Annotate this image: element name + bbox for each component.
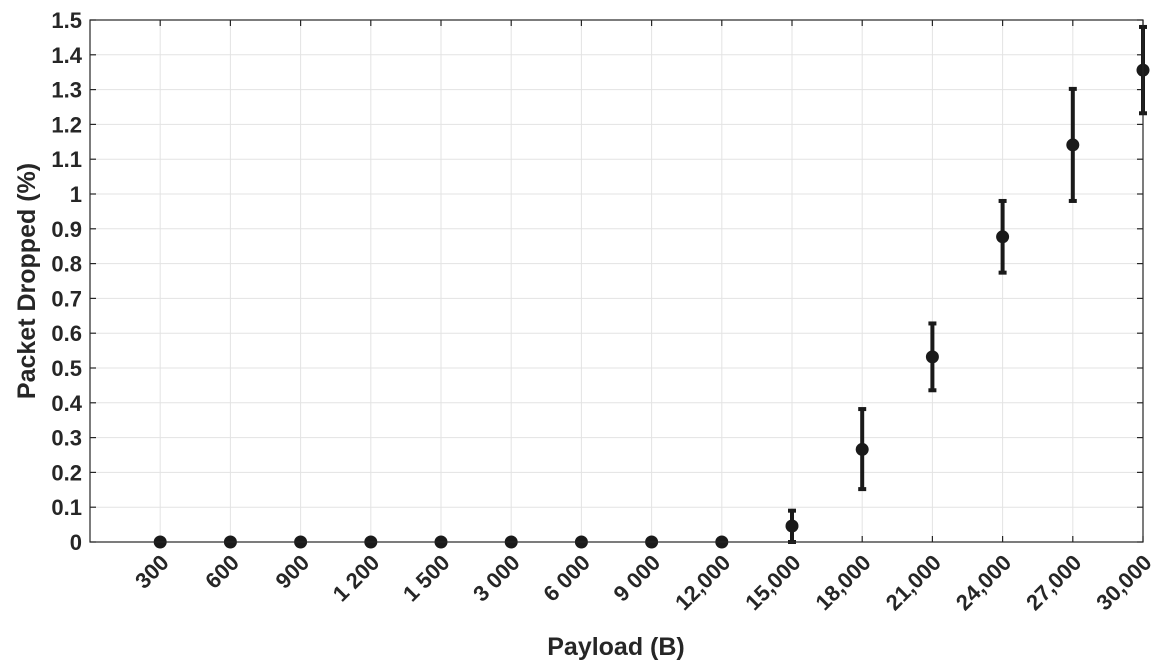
x-tick-label: 30,000 [1091,550,1156,615]
y-tick-label: 0.2 [51,460,82,485]
y-tick-label: 0.8 [51,252,82,277]
y-tick-label: 1.3 [51,78,82,103]
y-tick-label: 0.4 [51,391,82,416]
x-tick-label: 27,000 [1021,550,1086,615]
y-tick-label: 0.5 [51,356,82,381]
y-tick-label: 1.5 [51,8,82,33]
y-tick-label: 0.1 [51,495,82,520]
data-point [785,519,799,533]
x-tick-label: 18,000 [810,550,875,615]
x-tick-label: 1 500 [398,550,455,607]
y-tick-label: 1.2 [51,112,82,137]
y-tick-label: 0.6 [51,321,82,346]
plot-frame [89,19,1144,543]
data-point [925,350,939,364]
x-tick-label: 24,000 [951,550,1016,615]
y-tick-label: 0.3 [51,426,82,451]
y-tick-label: 1.1 [51,147,82,172]
y-tick-label: 0.7 [51,286,82,311]
y-tick-label: 0.9 [51,217,82,242]
x-axis-label: Payload (B) [547,633,685,661]
x-tick-label: 1 200 [328,550,385,607]
data-point [855,442,869,456]
y-tick-label: 0 [70,530,82,555]
x-tick-label: 9 000 [609,550,666,607]
y-tick-label: 1 [70,182,82,207]
grid [90,19,1144,543]
error-bars [788,24,1147,544]
x-tick-label: 300 [130,550,174,594]
y-axis-label: Packet Dropped (%) [13,163,41,399]
x-tick-label: 6 000 [538,550,595,607]
data-point [996,230,1010,244]
x-tick-label: 3 000 [468,550,525,607]
y-tick-label: 1.4 [51,43,82,68]
x-tick-label: 600 [200,550,244,594]
x-tick-label: 900 [270,550,314,594]
data-point [1066,138,1080,152]
x-tick-label: 21,000 [881,550,946,615]
x-tick-label: 15,000 [740,550,805,615]
x-tick-label: 12,000 [670,550,735,615]
y-axis-ticks: 0 0.1 0.2 0.3 0.4 0.5 0.6 0.7 0.8 0.9 1 1.1 1.2 1.3 1.… [51,8,1143,555]
